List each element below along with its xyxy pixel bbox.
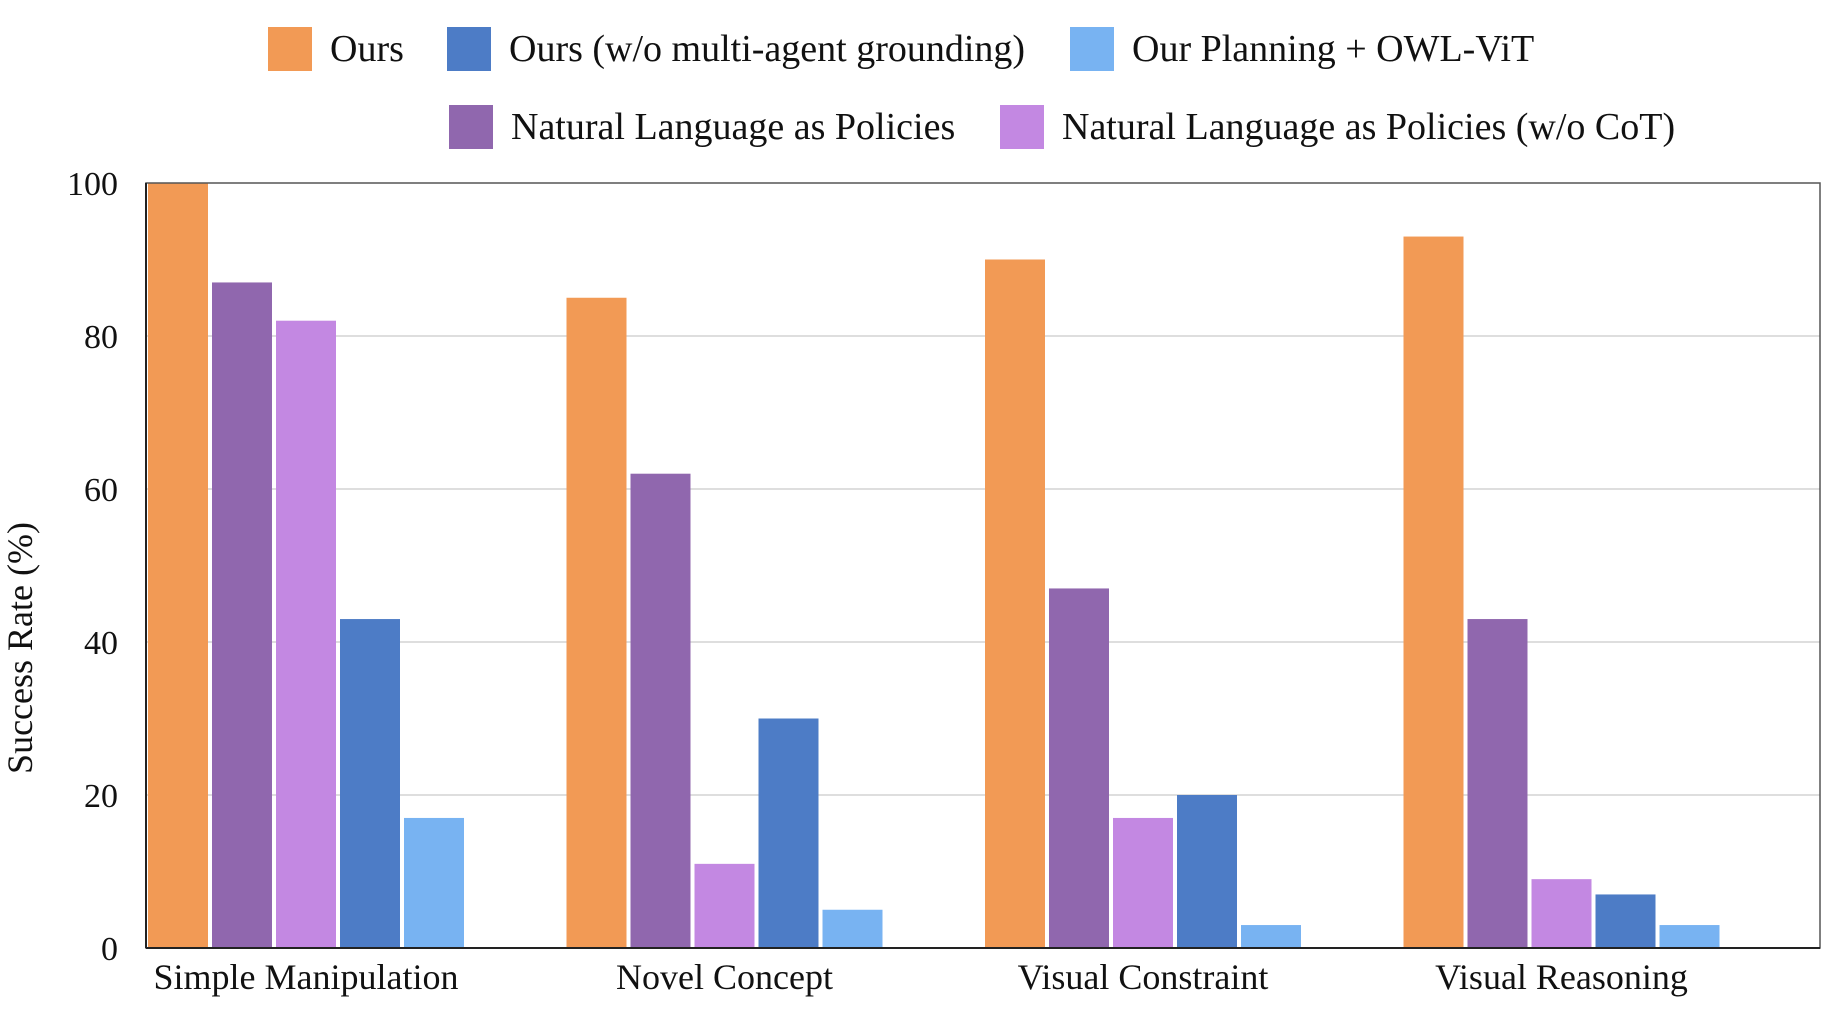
- legend-label-nlap-wo-cot: Natural Language as Policies (w/o CoT): [1062, 106, 1676, 148]
- legend-label-ours: Ours: [330, 28, 404, 70]
- legend-label-planning-owlvit: Our Planning + OWL-ViT: [1132, 28, 1535, 70]
- bar-natural-language-as-policies-novel-concept: [630, 473, 691, 948]
- y-tick-labels: 0 20 40 60 80 100: [67, 166, 118, 968]
- y-tick-label: 0: [101, 931, 118, 968]
- bar-ours-visual-reasoning: [1403, 236, 1464, 949]
- bar-our-planning-owl-vit-visual-reasoning: [1659, 925, 1720, 948]
- bar-our-planning-owl-vit-novel-concept: [822, 909, 883, 948]
- bars: [148, 183, 1720, 949]
- bar-ours-w-o-multi-agent-grounding-visual-reasoning: [1595, 894, 1656, 948]
- y-axis-label: Success Rate (%): [0, 522, 40, 774]
- legend-item-nlap-wo-cot: Natural Language as Policies (w/o CoT): [1000, 104, 1675, 150]
- x-tick-label: Visual Reasoning: [1435, 957, 1688, 997]
- legend-item-ours-wo-grounding: Ours (w/o multi-agent grounding): [447, 26, 1025, 72]
- legend-label-ours-wo-grounding: Ours (w/o multi-agent grounding): [509, 28, 1026, 70]
- legend-swatch-planning-owlvit: [1070, 27, 1114, 71]
- bar-ours-simple-manipulation: [148, 183, 208, 948]
- x-tick-label: Simple Manipulation: [154, 957, 459, 997]
- chart-legend: Ours Ours (w/o multi-agent grounding) Ou…: [0, 0, 1826, 170]
- x-tick-label: Visual Constraint: [1018, 957, 1269, 997]
- bar-ours-w-o-multi-agent-grounding-novel-concept: [758, 718, 819, 948]
- legend-item-planning-owlvit: Our Planning + OWL-ViT: [1070, 26, 1534, 72]
- bar-natural-language-as-policies-visual-reasoning: [1467, 619, 1528, 948]
- bar-our-planning-owl-vit-simple-manipulation: [404, 817, 464, 948]
- bar-natural-language-as-policies-visual-constraint: [1049, 588, 1109, 948]
- x-tick-labels: Simple Manipulation Novel Concept Visual C…: [154, 957, 1688, 997]
- y-tick-label: 20: [84, 778, 118, 815]
- bar-natural-language-as-policies-w-o-cot-novel-concept: [694, 863, 755, 948]
- legend-item-ours: Ours: [268, 26, 404, 72]
- y-tick-label: 80: [84, 319, 118, 356]
- legend-swatch-ours-wo-grounding: [447, 27, 491, 71]
- bar-ours-w-o-multi-agent-grounding-visual-constraint: [1177, 795, 1237, 948]
- bar-ours-novel-concept: [566, 297, 627, 948]
- bar-natural-language-as-policies-w-o-cot-visual-constraint: [1113, 817, 1173, 948]
- legend-swatch-ours: [268, 27, 312, 71]
- y-tick-label: 40: [84, 625, 118, 662]
- y-tick-label: 60: [84, 472, 118, 509]
- bar-natural-language-as-policies-simple-manipulation: [212, 282, 272, 948]
- bar-natural-language-as-policies-w-o-cot-visual-reasoning: [1531, 879, 1592, 948]
- legend-item-nlap: Natural Language as Policies: [449, 104, 955, 150]
- bar-ours-w-o-multi-agent-grounding-simple-manipulation: [340, 619, 400, 948]
- bar-ours-visual-constraint: [985, 259, 1045, 948]
- bar-natural-language-as-policies-w-o-cot-simple-manipulation: [276, 320, 336, 948]
- grid-lines: [146, 335, 1820, 796]
- bar-our-planning-owl-vit-visual-constraint: [1241, 925, 1301, 948]
- legend-swatch-nlap-wo-cot: [1000, 105, 1044, 149]
- y-tick-label: 100: [67, 166, 118, 203]
- legend-label-nlap: Natural Language as Policies: [511, 106, 956, 148]
- x-tick-label: Novel Concept: [616, 957, 833, 997]
- legend-swatch-nlap: [449, 105, 493, 149]
